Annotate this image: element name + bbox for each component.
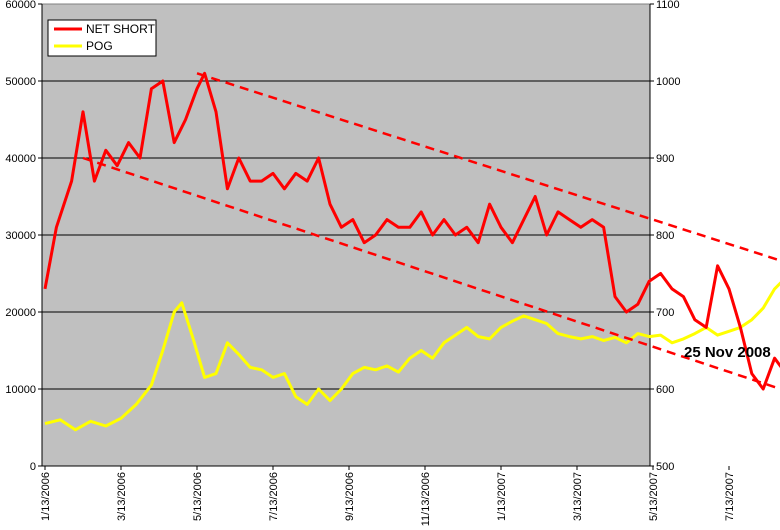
left-tick-label: 0: [30, 461, 36, 473]
legend-box: [47, 19, 157, 57]
x-tick-label: 7/13/2006: [268, 472, 280, 521]
channel-line-upper: [196, 72, 780, 262]
series-line-pog: [44, 281, 780, 432]
channel-lines: [82, 72, 780, 391]
annotation: 25 Nov 2008: [684, 344, 771, 361]
right-tick-label: 1100: [656, 0, 680, 11]
right-tick-label: 900: [656, 153, 674, 165]
right-tick-label: 800: [656, 230, 674, 242]
left-tick-label: 50000: [5, 76, 36, 88]
x-tick-label: 3/13/2006: [116, 472, 128, 521]
x-tick-label: 11/13/2006: [420, 472, 432, 526]
left-axis: 0 10000 20000 30000 40000 50000 60000: [5, 0, 43, 473]
legend-label-net-short: NET SHORT: [86, 22, 156, 36]
x-tick-label: 7/13/2007: [724, 472, 736, 521]
legend: NET SHORT POG: [47, 19, 157, 57]
right-axis: 500 600 700 800 900 1000 1100: [649, 0, 680, 473]
legend-label-pog: POG: [86, 39, 113, 53]
annotation-date: 25 Nov 2008: [684, 344, 771, 361]
x-tick-label: 5/13/2007: [648, 472, 660, 521]
left-tick-label: 40000: [5, 153, 36, 165]
series-line-net-short: [43, 71, 780, 391]
series-layer: [43, 71, 780, 432]
x-tick-label: 3/13/2007: [572, 472, 584, 521]
x-tick-label: 9/13/2006: [344, 472, 356, 521]
x-tick-label: 1/13/2007: [496, 472, 508, 521]
x-tick-label: 1/13/2006: [40, 472, 52, 521]
x-tick-label: 5/13/2006: [192, 472, 204, 521]
right-tick-label: 1000: [656, 76, 680, 88]
right-tick-label: 500: [656, 461, 674, 473]
left-tick-label: 20000: [5, 307, 36, 319]
grid: [42, 80, 650, 390]
left-tick-label: 60000: [5, 0, 36, 11]
x-axis: 1/13/2006 3/13/2006 5/13/2006 7/13/2006 9/13…: [40, 465, 736, 526]
right-tick-label: 600: [656, 384, 674, 396]
left-tick-label: 10000: [5, 384, 36, 396]
left-tick-label: 30000: [5, 230, 36, 242]
right-tick-label: 700: [656, 307, 674, 319]
